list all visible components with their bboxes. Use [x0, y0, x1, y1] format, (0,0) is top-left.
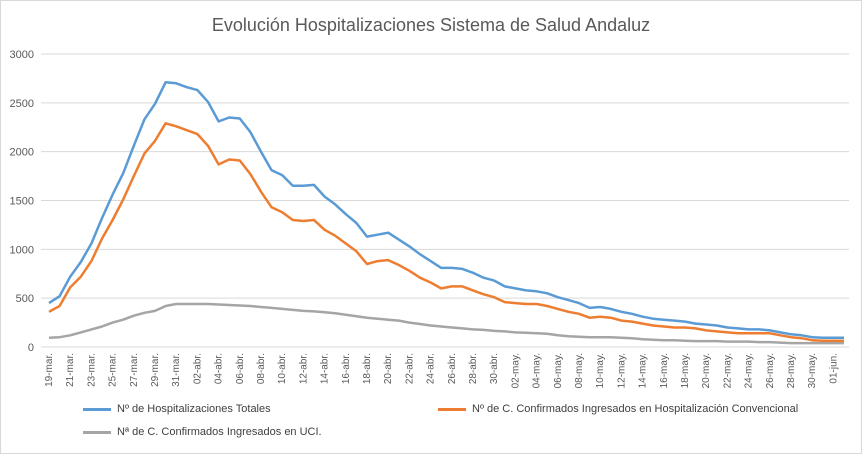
x-tick-label: 18-may. — [680, 353, 691, 388]
x-tick-label: 16-may. — [659, 353, 670, 388]
x-tick-label: 12-abr. — [298, 353, 309, 384]
x-tick-label: 19-mar. — [44, 353, 55, 387]
x-tick-label: 22-may. — [722, 353, 733, 388]
y-tick-label: 500 — [16, 293, 34, 305]
y-tick-label: 1500 — [10, 196, 34, 208]
x-tick-label: 14-may. — [638, 353, 649, 388]
x-tick-label: 26-abr. — [447, 353, 458, 384]
y-tick-label: 0 — [28, 342, 34, 354]
series-line — [48, 81, 844, 339]
x-tick-label: 04-abr. — [214, 353, 225, 384]
x-tick-label: 01-jun. — [828, 353, 839, 384]
x-tick-label: 10-may. — [595, 353, 606, 388]
legend-item-convencional: Nº de C. Confirmados Ingresados en Hospi… — [438, 403, 798, 415]
x-tick-label: 18-abr. — [362, 353, 373, 384]
series-line — [48, 302, 844, 345]
x-axis: 19-mar. 21-mar. 23-mar. 25-mar. 27-mar. 29-ma… — [44, 353, 839, 388]
x-tick-label: 23-mar. — [86, 353, 97, 387]
legend-swatch-uci — [83, 430, 111, 434]
x-tick-label: 08-may. — [574, 353, 585, 388]
x-tick-label: 29-mar. — [150, 353, 161, 387]
x-tick-label: 24-abr. — [426, 353, 437, 384]
x-tick-label: 27-mar. — [129, 353, 140, 387]
x-tick-label: 06-abr. — [235, 353, 246, 384]
gridlines — [41, 53, 849, 348]
x-tick-label: 25-mar. — [108, 353, 119, 387]
x-tick-label: 02-may. — [510, 353, 521, 388]
x-tick-label: 02-abr. — [192, 353, 203, 384]
legend-swatch-totales — [83, 407, 111, 411]
x-tick-label: 20-may. — [701, 353, 712, 388]
x-tick-label: 10-abr. — [277, 353, 288, 384]
y-tick-label: 2000 — [10, 147, 34, 159]
x-tick-label: 04-may. — [532, 353, 543, 388]
x-tick-label: 08-abr. — [256, 353, 267, 384]
series-line — [48, 122, 844, 342]
legend-label-totales: Nº de Hospitalizaciones Totales — [117, 403, 271, 415]
x-tick-label: 16-abr. — [341, 353, 352, 384]
x-tick-label: 24-may. — [744, 353, 755, 388]
y-tick-label: 1000 — [10, 244, 34, 256]
x-tick-label: 06-may. — [553, 353, 564, 388]
y-tick-label: 3000 — [10, 49, 34, 61]
x-tick-label: 12-may. — [616, 353, 627, 388]
x-tick-label: 26-may. — [765, 353, 776, 388]
x-tick-label: 28-may. — [786, 353, 797, 388]
x-tick-label: 31-mar. — [171, 353, 182, 387]
legend-swatch-convencional — [438, 407, 466, 411]
y-axis: 0 500 1000 1500 2000 2500 3000 — [10, 49, 34, 354]
legend-item-totales: Nº de Hospitalizaciones Totales — [83, 403, 271, 415]
y-tick-label: 2500 — [10, 98, 34, 110]
x-tick-label: 28-abr. — [468, 353, 479, 384]
series-lines — [48, 81, 844, 345]
legend-label-uci: Nª de C. Confirmados Ingresados en UCI. — [117, 426, 322, 438]
x-tick-label: 20-abr. — [383, 353, 394, 384]
x-tick-label: 30-abr. — [489, 353, 500, 384]
chart-title: Evolución Hospitalizaciones Sistema de S… — [211, 15, 651, 35]
x-tick-label: 30-may. — [807, 353, 818, 388]
x-tick-label: 21-mar. — [65, 353, 76, 387]
legend-item-uci: Nª de C. Confirmados Ingresados en UCI. — [83, 426, 322, 438]
x-tick-label: 14-abr. — [320, 353, 331, 384]
legend-label-convencional: Nº de C. Confirmados Ingresados en Hospi… — [472, 403, 799, 415]
x-tick-label: 22-abr. — [404, 353, 415, 384]
